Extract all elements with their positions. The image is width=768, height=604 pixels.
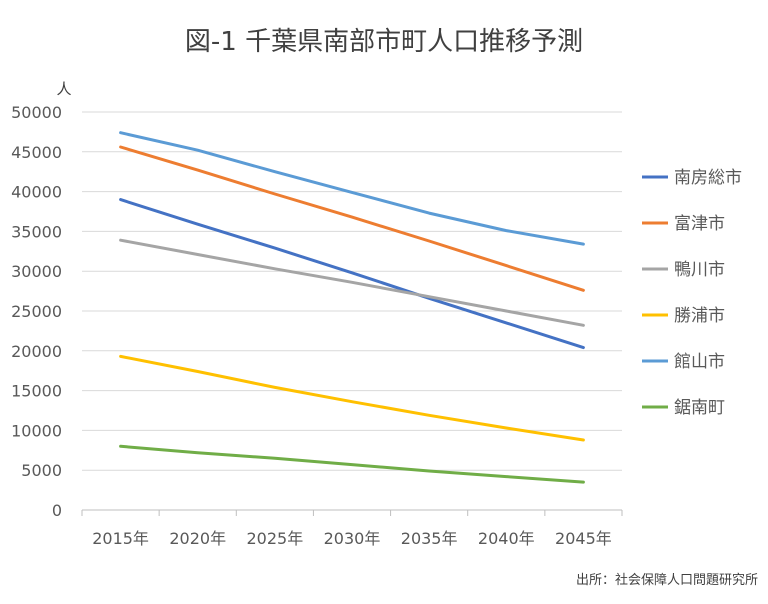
series-line-2 (119, 145, 585, 292)
series-line-3 (119, 238, 585, 327)
gridlines (81, 111, 623, 516)
y-tick-label: 40000 (11, 183, 62, 202)
legend-label: 富津市 (674, 214, 725, 234)
series-line-1 (119, 198, 585, 350)
y-tick-label: 35000 (11, 222, 62, 241)
series-line-6 (119, 444, 585, 484)
series-line-5 (119, 131, 585, 246)
y-tick-label: 10000 (11, 421, 62, 440)
x-tick-label: 2025年 (246, 529, 303, 548)
legend-label: 鋸南町 (674, 398, 725, 418)
y-tick-label: 30000 (11, 262, 62, 281)
y-tick-label: 45000 (11, 143, 62, 162)
y-axis-unit-label: 人 (56, 80, 71, 98)
y-tick-label: 20000 (11, 342, 62, 361)
x-axis-ticks: 2015年 2020年 2025年 2030年 2035年 2040年 2045年 (92, 529, 612, 548)
y-tick-label: 50000 (11, 103, 62, 122)
x-tick-label: 2020年 (169, 529, 226, 548)
x-tick-label: 2035年 (401, 529, 458, 548)
y-tick-label: 25000 (11, 302, 62, 321)
x-tick-label: 2045年 (555, 529, 612, 548)
legend-label: 館山市 (674, 352, 725, 372)
y-axis-ticks: 0 5000 10000 15000 20000 25000 30000 35000 40000… (11, 103, 62, 520)
x-tick-label: 2030年 (324, 529, 381, 548)
legend-label: 鴨川市 (674, 260, 725, 280)
y-tick-label: 15000 (11, 382, 62, 401)
legend-label: 勝浦市 (674, 306, 725, 326)
series-line-4 (119, 354, 585, 442)
source-note: 出所：社会保障人口問題研究所 (576, 572, 758, 588)
y-tick-label: 5000 (21, 461, 62, 480)
x-tick-label: 2040年 (478, 529, 535, 548)
x-tick-label: 2015年 (92, 529, 149, 548)
chart-title: 図-1 千葉県南部市町人口推移予測 (185, 27, 583, 57)
legend-label: 南房総市 (674, 168, 742, 188)
y-tick-label: 0 (52, 501, 62, 520)
series-lines (119, 131, 585, 484)
